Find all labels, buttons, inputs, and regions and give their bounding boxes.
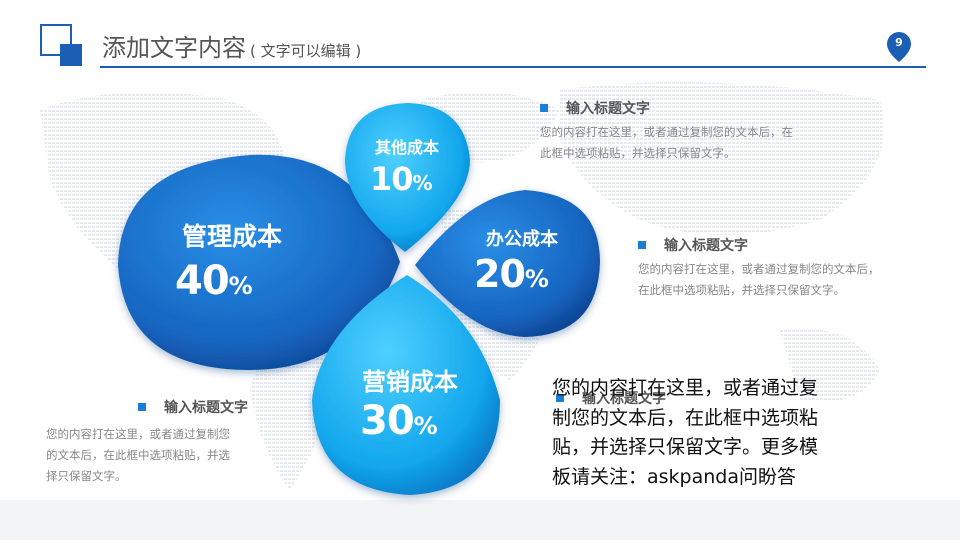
petal-other bbox=[345, 103, 470, 252]
block-body-line: 此框中选项粘贴，并选择只保留文字。 bbox=[540, 146, 736, 160]
square-bullet-icon bbox=[138, 403, 146, 411]
block-body-line: 您的内容打在这里，或者通过复制您的文本后， bbox=[638, 262, 880, 276]
logo-squares bbox=[40, 24, 86, 66]
text-block-bottom-right: 输入标题文字 bbox=[556, 388, 756, 408]
overlay-line: 您的内容打在这里，或者通过复 bbox=[552, 377, 819, 399]
map-pin-icon bbox=[887, 32, 911, 62]
petal-management-label: 管理成本 bbox=[182, 222, 283, 251]
block-heading: 输入标题文字 bbox=[566, 101, 650, 117]
petal-management-value: 40% bbox=[175, 258, 253, 304]
block-body-line: 您的内容打在这里，或者通过复制您 bbox=[46, 427, 230, 441]
title-text: 添加文字内容 bbox=[102, 34, 246, 62]
petal-marketing-value: 30% bbox=[360, 398, 438, 444]
title-underline bbox=[100, 66, 926, 68]
square-bullet-icon bbox=[638, 241, 646, 249]
block-body-line: 在此框中选项粘贴，并选择只保留文字。 bbox=[638, 283, 845, 297]
block-body-line: 您的内容打在这里，或者通过复制您的文本后，在 bbox=[540, 125, 793, 139]
block-body-line: 的文本后，在此框中选项粘贴，并选 bbox=[46, 448, 230, 462]
overlay-line: 贴，并选择只保留文字。更多模 bbox=[552, 436, 819, 458]
text-block-bottom-left-body: 您的内容打在这里，或者通过复制您 的文本后，在此框中选项粘贴，并选 择只保留文字… bbox=[46, 420, 286, 487]
petal-other-value: 10% bbox=[370, 160, 433, 198]
subtitle-text: ( 文字可以编辑 ) bbox=[250, 42, 362, 60]
text-block-top-right: 输入标题文字 您的内容打在这里，或者通过复制您的文本后，在 此框中选项粘贴，并选… bbox=[540, 98, 860, 164]
petal-other-label: 其他成本 bbox=[375, 138, 440, 157]
block-heading: 输入标题文字 bbox=[664, 238, 748, 254]
overlay-line: 板请关注：askpanda问盼答 bbox=[552, 465, 796, 488]
page-title: 添加文字内容( 文字可以编辑 ) bbox=[102, 28, 361, 63]
text-block-bottom-left-heading: 输入标题文字 bbox=[138, 397, 378, 417]
petal-office-value: 20% bbox=[474, 252, 549, 296]
text-block-middle-right: 输入标题文字 您的内容打在这里，或者通过复制您的文本后， 在此框中选项粘贴，并选… bbox=[638, 235, 938, 301]
petal-marketing-label: 营销成本 bbox=[362, 368, 458, 396]
page-number: 9 bbox=[895, 36, 903, 49]
petal-office-label: 办公成本 bbox=[486, 229, 558, 250]
square-bullet-icon bbox=[556, 394, 564, 402]
petal-office bbox=[415, 190, 600, 337]
petal-marketing bbox=[312, 275, 500, 495]
overlay-text-box[interactable]: 您的内容打在这里，或者通过复 制您的文本后，在此框中选项粘 贴，并选择只保留文字… bbox=[552, 374, 852, 492]
block-heading: 输入标题文字 bbox=[164, 400, 248, 416]
block-body-line: 择只保留文字。 bbox=[46, 469, 127, 483]
petal-management bbox=[118, 154, 400, 370]
block-heading: 输入标题文字 bbox=[582, 391, 666, 407]
overlay-line: 制您的文本后，在此框中选项粘 bbox=[552, 406, 819, 429]
square-bullet-icon bbox=[540, 104, 548, 112]
